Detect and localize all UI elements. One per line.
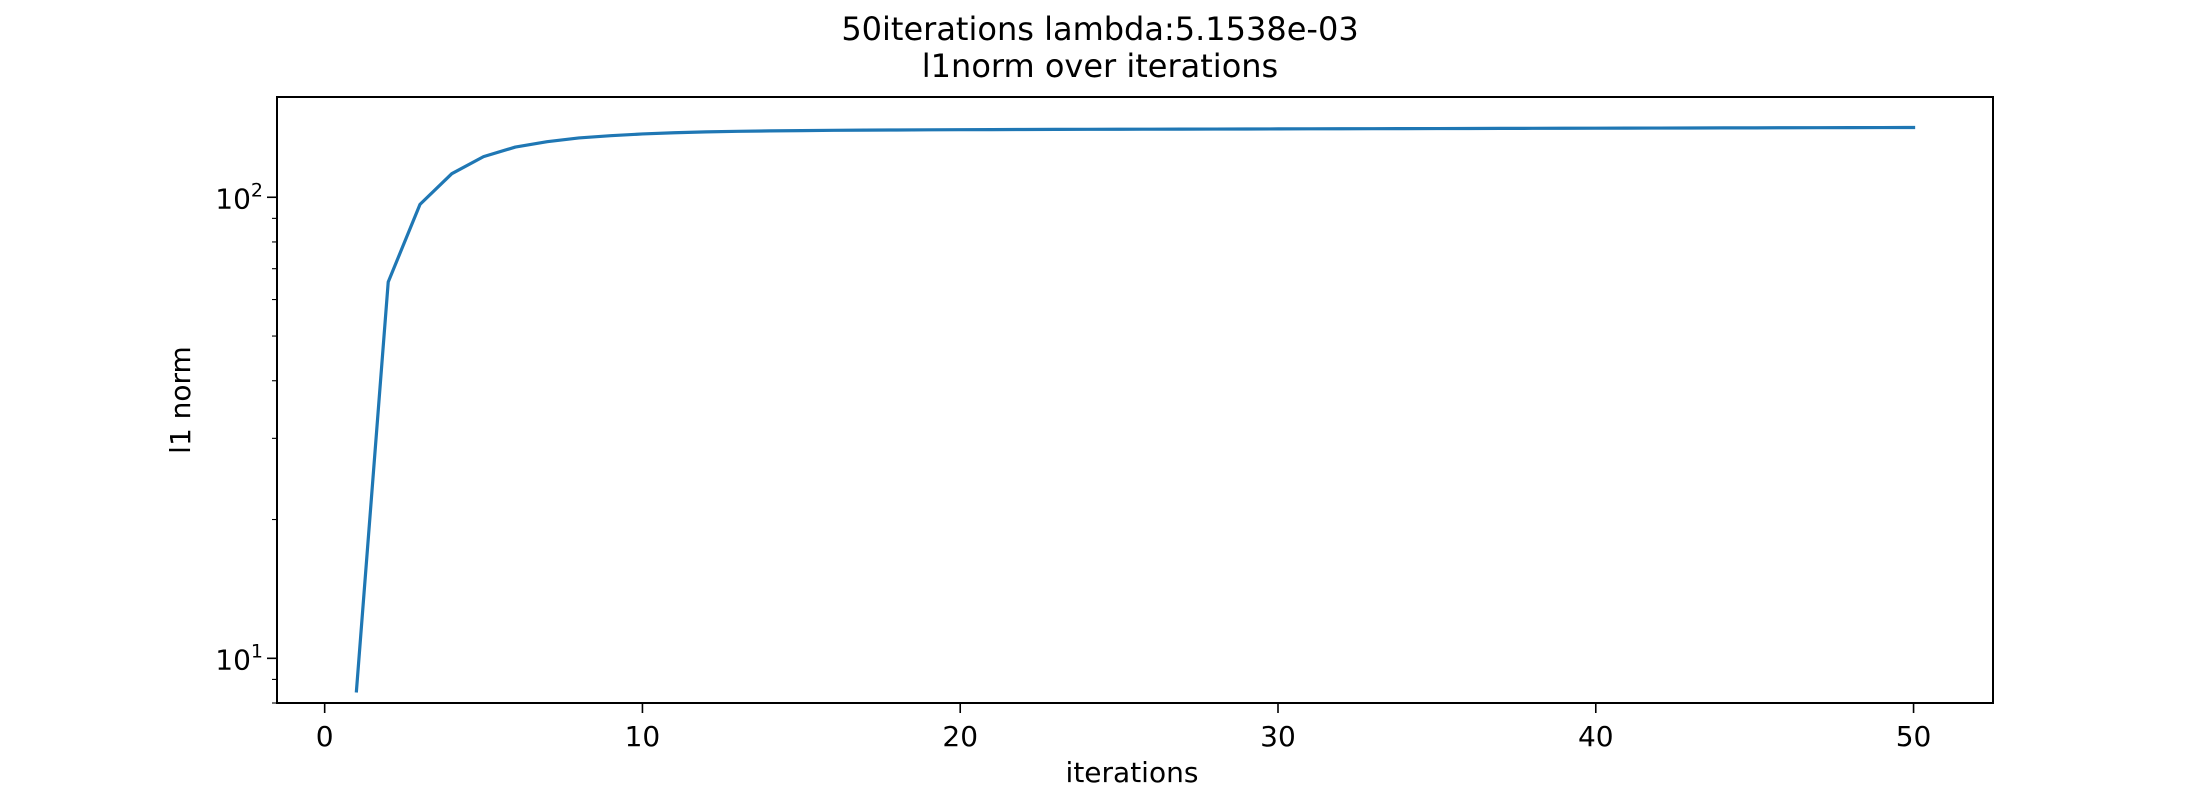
x-tick-label: 20 — [942, 720, 978, 753]
y-tick-label: 102 — [215, 179, 263, 215]
y-tick-label-exponent: 1 — [251, 640, 263, 662]
y-axis-label: l1 norm — [164, 346, 197, 454]
y-tick-label-base: 10 — [215, 643, 251, 676]
series-line-0 — [354, 125, 1916, 693]
chart-title-line-1: 50iterations lambda:5.1538e-03 — [841, 10, 1358, 48]
x-tick-label: 10 — [625, 720, 661, 753]
plot-area-frame — [276, 96, 1994, 704]
x-tick-label: 30 — [1260, 720, 1296, 753]
x-tick-label: 50 — [1896, 720, 1932, 753]
x-tick-label: 0 — [316, 720, 334, 753]
x-tick-label: 40 — [1578, 720, 1614, 753]
chart-title-line-2: l1norm over iterations — [922, 47, 1278, 85]
y-tick-label: 101 — [215, 640, 263, 676]
x-axis-label: iterations — [1066, 756, 1199, 789]
y-tick-label-base: 10 — [215, 182, 251, 215]
y-tick-label-exponent: 2 — [251, 179, 263, 201]
